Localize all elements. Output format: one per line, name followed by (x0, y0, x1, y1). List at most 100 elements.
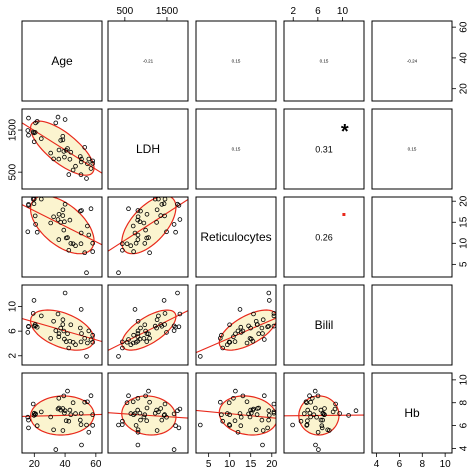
data-point (90, 158, 95, 164)
data-point (265, 425, 270, 431)
panel-border (21, 372, 103, 454)
data-point (90, 249, 95, 254)
data-point (142, 241, 148, 246)
data-point (253, 427, 259, 433)
correlation-value: 0.15 (232, 59, 241, 64)
data-point (314, 414, 319, 420)
data-point (62, 154, 67, 160)
data-point (218, 399, 223, 405)
data-point (238, 423, 244, 429)
data-point (353, 408, 359, 414)
data-point (298, 418, 304, 424)
data-point (48, 414, 53, 420)
data-point (84, 270, 89, 276)
panel-border (21, 284, 103, 366)
panel-bilil-age (21, 284, 103, 366)
data-point (30, 401, 36, 407)
data-point (319, 425, 325, 431)
data-point (177, 406, 183, 412)
data-point (135, 217, 141, 223)
data-point (56, 237, 62, 242)
data-point (260, 317, 266, 323)
data-point (138, 417, 143, 423)
data-point (137, 410, 143, 416)
data-point (135, 407, 141, 413)
data-point (176, 203, 182, 208)
data-point (240, 328, 246, 334)
tick-label: 15 (459, 216, 470, 228)
data-point (25, 128, 31, 133)
data-point (90, 161, 95, 166)
panel-reticulocytes-ldh (107, 191, 189, 278)
correlation-value: -0.21 (143, 59, 154, 64)
data-point (248, 407, 253, 413)
data-point (70, 241, 76, 247)
data-point (303, 399, 309, 405)
data-point (233, 388, 238, 394)
data-point (34, 229, 40, 235)
data-point (138, 208, 143, 214)
data-point (56, 156, 62, 162)
data-point (126, 206, 131, 212)
data-point (172, 191, 176, 195)
tick-label: 40 (459, 52, 470, 64)
data-point (78, 339, 84, 345)
data-point (260, 442, 265, 448)
data-point (32, 322, 38, 327)
data-point (58, 220, 63, 225)
data-point (55, 217, 61, 222)
data-point (62, 201, 68, 207)
data-point (60, 207, 66, 213)
data-point (53, 328, 59, 333)
panel-border (371, 284, 453, 366)
panel-age-bilil: 0.15 (283, 20, 365, 102)
panel-age-hb: -0.24 (371, 20, 453, 102)
data-point (48, 150, 53, 156)
correlation-value: -0.24 (407, 59, 418, 64)
data-point (312, 388, 318, 394)
correlation-value: 0.31 (315, 145, 333, 155)
data-point (85, 223, 90, 229)
data-point (135, 214, 141, 220)
axis-bilil: 2 6 10 2 6 10 (8, 6, 349, 359)
data-point (266, 290, 272, 296)
panel-border (195, 196, 277, 278)
data-point (162, 412, 167, 417)
panel-hb-bilil (283, 372, 365, 454)
panel-hb-ldh (107, 372, 189, 454)
data-point (176, 324, 182, 330)
data-point (128, 243, 134, 249)
data-point (79, 156, 84, 162)
data-point (142, 412, 148, 418)
data-point (219, 332, 224, 338)
data-point (176, 425, 182, 431)
panel-reticulocytes-reticulocytes: Reticulocytes (195, 196, 277, 278)
data-point (78, 154, 83, 159)
data-point (164, 229, 169, 235)
data-point (220, 345, 226, 351)
panel-bilil-hb (371, 284, 453, 366)
panel-ldh-reticulocytes: 0.15 (195, 108, 277, 190)
data-point (171, 447, 177, 452)
data-point (78, 307, 84, 312)
data-point (225, 411, 230, 416)
data-point (63, 418, 69, 424)
significance-star: * (341, 121, 349, 143)
data-point (25, 414, 31, 420)
data-point (26, 417, 31, 423)
axis-reticulocytes: 5 10 15 20 5 10 15 20 (206, 195, 470, 470)
data-point (164, 330, 169, 335)
data-point (56, 147, 62, 153)
data-point (33, 120, 38, 126)
regression-line (108, 412, 188, 419)
data-point (159, 202, 165, 207)
data-point (177, 217, 183, 222)
data-point (135, 208, 141, 213)
data-point (32, 412, 38, 417)
data-point (146, 388, 151, 394)
data-point (132, 307, 138, 312)
data-point (67, 407, 73, 413)
tick-label: 4 (374, 459, 380, 470)
data-point (26, 425, 31, 431)
